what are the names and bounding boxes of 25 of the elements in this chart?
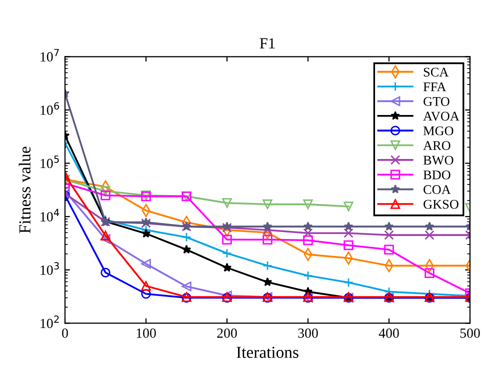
y-tick-label: 10$^{5}$ [40, 156, 59, 168]
y-tick-label: 10$^{3}$ [40, 262, 59, 275]
legend-label: SCA [424, 68, 449, 77]
x-tick-label: 500 [460, 328, 480, 338]
y-tick-label: 10$^{4}$ [40, 208, 60, 222]
x-tick-label: 200 [217, 328, 237, 338]
legend-label: COA [424, 185, 451, 194]
legend-label: BDO [423, 170, 450, 180]
legend-label: GTO [424, 97, 450, 106]
legend-label: ARO [423, 141, 450, 150]
legend-label: BWO [423, 156, 454, 165]
legend-label: AVOA [423, 112, 460, 121]
x-tick-label: 300 [298, 328, 318, 338]
y-tick-label: 10$^{2}$ [40, 315, 59, 328]
chart-title: F1 [260, 38, 275, 48]
x-tick-label: 100 [136, 328, 156, 338]
y-axis-title: Fitness value [18, 146, 31, 234]
y-tick-label: 10$^{6}$ [40, 102, 60, 115]
legend-label: GKSO [424, 200, 458, 209]
legend-label: FFA [423, 82, 446, 92]
legend-label: MGO [423, 126, 454, 136]
x-tick-label: 400 [378, 328, 399, 338]
x-tick-label: 0 [62, 328, 68, 338]
y-tick-label: 10$^{7}$ [40, 48, 59, 62]
x-axis-title: Iterations [236, 346, 298, 358]
